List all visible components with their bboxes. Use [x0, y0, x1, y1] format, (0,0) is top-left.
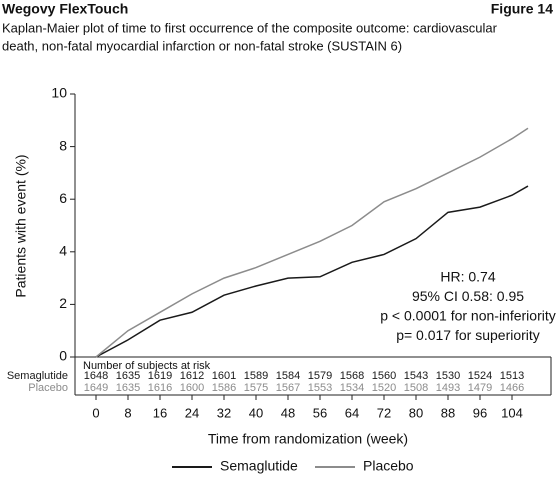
risk-value: 1543 — [404, 370, 428, 382]
annotation: p < 0.0001 for non-inferiority — [380, 308, 556, 324]
x-tick-label: 40 — [249, 405, 263, 420]
risk-table-title: Number of subjects at risk — [83, 360, 211, 372]
risk-value: 1568 — [340, 370, 364, 382]
risk-value: 1635 — [116, 370, 140, 382]
risk-value: 1567 — [276, 382, 300, 394]
y-tick-label: 2 — [59, 295, 67, 311]
x-tick-label: 80 — [409, 405, 423, 420]
x-tick-label: 56 — [313, 405, 327, 420]
series-line — [95, 127, 529, 358]
x-tick-label: 88 — [441, 405, 455, 420]
risk-value: 1600 — [180, 382, 204, 394]
annotation: 95% CI 0.58: 0.95 — [412, 288, 524, 304]
x-tick-label: 64 — [345, 405, 359, 420]
series-line — [95, 185, 529, 358]
x-tick-label: 24 — [185, 405, 199, 420]
risk-value: 1612 — [180, 370, 204, 382]
x-tick-label: 104 — [501, 405, 523, 420]
risk-row-label: Placebo — [28, 382, 68, 394]
legend-label: Semaglutide — [220, 458, 298, 474]
risk-value: 1649 — [84, 382, 108, 394]
x-axis-label: Time from randomization (week) — [208, 431, 408, 447]
risk-value: 1579 — [308, 370, 332, 382]
risk-value: 1648 — [84, 370, 108, 382]
y-tick-label: 0 — [59, 348, 67, 364]
risk-value: 1520 — [372, 382, 396, 394]
x-tick-label: 0 — [92, 405, 99, 420]
annotation: p= 0.017 for superiority — [396, 327, 540, 343]
y-tick-label: 4 — [59, 243, 67, 259]
y-tick-label: 10 — [51, 85, 67, 101]
chart-title: Kaplan-Maier plot of time to first occur… — [2, 20, 498, 35]
risk-value: 1508 — [404, 382, 428, 394]
risk-value: 1560 — [372, 370, 396, 382]
x-tick-label: 48 — [281, 405, 295, 420]
risk-value: 1479 — [468, 382, 492, 394]
risk-value: 1616 — [148, 382, 172, 394]
x-tick-label: 16 — [153, 405, 167, 420]
risk-value: 1586 — [212, 382, 236, 394]
x-tick-label: 8 — [124, 405, 131, 420]
risk-value: 1619 — [148, 370, 172, 382]
risk-value: 1513 — [500, 370, 524, 382]
figure-label: Figure 14 — [491, 1, 553, 17]
chart-subtitle: death, non-fatal myocardial infarction o… — [2, 38, 402, 53]
risk-value: 1493 — [436, 382, 460, 394]
risk-row-label: Semaglutide — [7, 370, 68, 382]
legend-label: Placebo — [363, 458, 414, 474]
risk-value: 1524 — [468, 370, 492, 382]
y-tick-label: 6 — [59, 190, 67, 206]
x-tick-label: 32 — [217, 405, 231, 420]
risk-value: 1584 — [276, 370, 300, 382]
risk-value: 1530 — [436, 370, 460, 382]
risk-value: 1589 — [244, 370, 268, 382]
x-tick-label: 72 — [377, 405, 391, 420]
risk-value: 1534 — [340, 382, 364, 394]
risk-value: 1466 — [500, 382, 524, 394]
y-axis-label: Patients with event (%) — [13, 154, 29, 297]
x-tick-label: 96 — [473, 405, 487, 420]
y-tick-label: 8 — [59, 137, 67, 153]
risk-value: 1553 — [308, 382, 332, 394]
risk-value: 1575 — [244, 382, 268, 394]
header-title: Wegovy FlexTouch — [2, 1, 128, 17]
annotation: HR: 0.74 — [440, 269, 495, 285]
risk-value: 1601 — [212, 370, 236, 382]
risk-value: 1635 — [116, 382, 140, 394]
